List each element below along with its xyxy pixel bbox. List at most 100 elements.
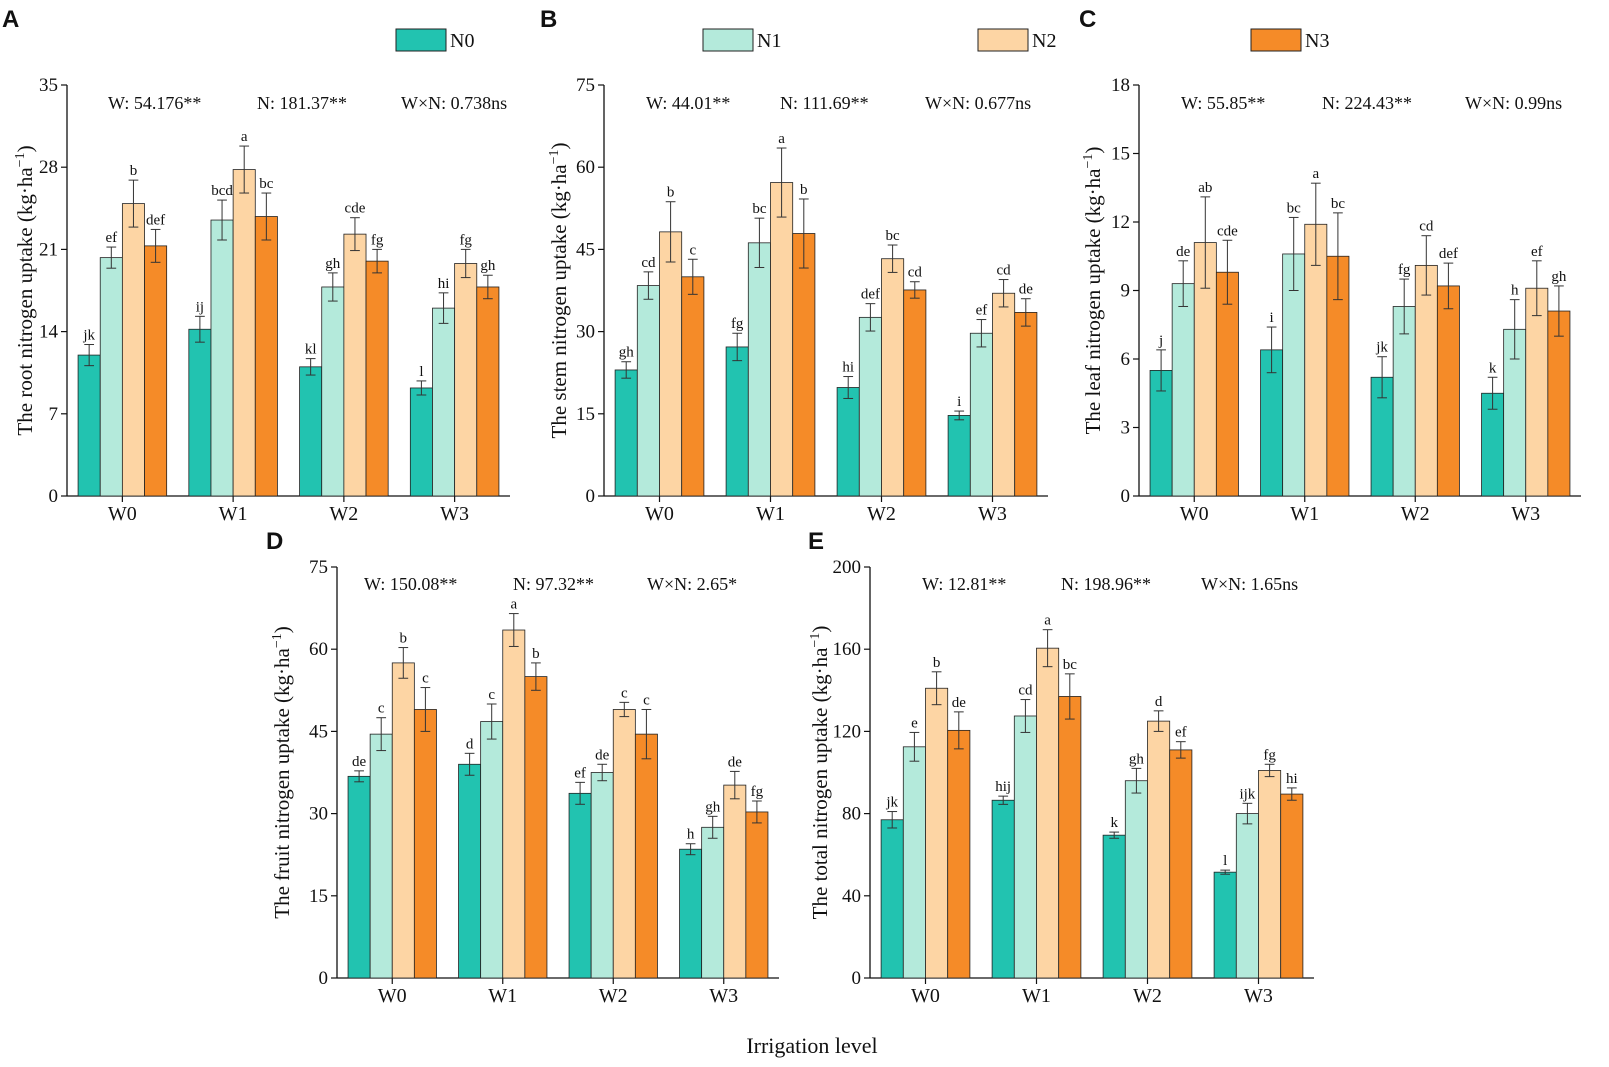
panel-d-stat-1: N: 97.32**: [513, 574, 594, 594]
panel-b-y-axis-label: The stem nitrogen uptake (kg·ha−1): [547, 143, 571, 439]
panel-c-y-tick-label: 6: [1121, 349, 1131, 370]
panel-a-y-tick-label: 0: [49, 486, 59, 507]
panel-a-bar-w0-n0: [77, 354, 101, 497]
panel-d-bar-w0-n3: [413, 709, 437, 979]
panel-b-sig-letter: c: [689, 242, 696, 258]
panel-d-sig-letter: c: [643, 692, 650, 708]
panel-e-bar-w3-n1: [1235, 813, 1259, 979]
panel-c-sig-letter: bc: [1331, 196, 1346, 212]
panel-e-sig-letter: e: [911, 715, 918, 731]
panel-d: D 0 15 30 45 60 75 The fruit nitrogen uptake (k…: [266, 528, 779, 1007]
panel-d-sig-letter: b: [532, 646, 540, 662]
panel-a-bar-w2-n2: [343, 233, 367, 497]
panel-b-stat-2: W×N: 0.677ns: [925, 93, 1031, 113]
panel-e-y-axis-label: The total nitrogen uptake (kg·ha−1): [808, 626, 832, 920]
panel-c-sig-letter: ef: [1531, 244, 1543, 260]
panel-b-bar-w3-n1: [969, 332, 993, 497]
panel-c-y-tick-label: 0: [1121, 486, 1131, 507]
panel-c-y-tick-label: 9: [1121, 281, 1131, 302]
panel-d-sig-letter: h: [687, 827, 695, 843]
panel-e-x-tick-label-w2: W2: [1133, 985, 1162, 1007]
panel-c-x-tick-label-w1: W1: [1290, 503, 1319, 525]
panel-e-y-tick-label: 200: [833, 557, 862, 578]
panel-c-bar-w2-n2: [1414, 264, 1438, 497]
panel-a-bar-w3-n2: [454, 263, 478, 497]
panel-a-stat-1: N: 181.37**: [257, 93, 347, 113]
panel-b-bar-w3-n0: [947, 415, 971, 497]
panel-a-sig-letter: gh: [480, 258, 496, 274]
panel-b-sig-letter: fg: [731, 316, 744, 332]
panel-e-y-axis-label-close: ): [808, 626, 832, 633]
panel-c-y-tick-label: 12: [1111, 212, 1130, 233]
panel-c-bar-w2-n3: [1436, 285, 1460, 497]
panel-b-y-tick-label: 0: [586, 486, 596, 507]
panel-b-letter: B: [540, 6, 557, 33]
panel-d-bar-w0-n1: [369, 733, 393, 979]
panel-c-sig-letter: i: [1270, 310, 1274, 326]
panels: A 0 7 14 21 28 35 The root nitrogen uptake (kg·…: [2, 6, 1581, 1007]
panel-b-bar-w2-n1: [858, 316, 882, 497]
panel-a-y-tick-label: 21: [39, 239, 58, 260]
panel-e-sig-letter: b: [933, 655, 941, 671]
panel-d-bar-w1-n3: [524, 676, 548, 979]
panel-b-x-tick-label-w0: W0: [645, 503, 674, 525]
panel-d-y-axis-label-sup: −1: [270, 633, 285, 648]
panel-b-sig-letter: a: [778, 131, 785, 147]
panel-e-stat-1: N: 198.96**: [1061, 574, 1151, 594]
panel-c-y-tick-label: 3: [1121, 418, 1131, 439]
panel-d-stat-2: W×N: 2.65*: [647, 574, 737, 594]
panel-d-y-tick-label: 0: [319, 968, 329, 989]
panel-e-bar-w1-n3: [1058, 696, 1082, 979]
panel-e-bar-w3-n0: [1213, 871, 1237, 979]
panel-d-bar-w3-n0: [679, 848, 703, 979]
panel-b-sig-letter: b: [800, 182, 808, 198]
panel-e-letter: E: [808, 528, 824, 555]
panel-d-y-axis-label-close: ): [270, 626, 294, 633]
panel-c-bar-w3-n2: [1525, 287, 1549, 497]
panel-c-y-axis-label-main: The leaf nitrogen uptake (kg·ha: [1081, 168, 1105, 435]
panel-c-y-tick-label: 15: [1111, 144, 1130, 165]
panel-b-sig-letter: gh: [619, 345, 635, 361]
legend-label-n0: N0: [450, 30, 474, 52]
legend-swatch-n0: [395, 28, 447, 52]
panel-d-x-tick-label-w2: W2: [599, 985, 628, 1007]
panel-c-sig-letter: fg: [1398, 262, 1411, 278]
panel-e-sig-letter: ijk: [1239, 786, 1255, 802]
panel-c-sig-letter: cde: [1217, 223, 1238, 239]
panel-e-sig-letter: cd: [1018, 683, 1033, 699]
panel-e-x-tick-label-w3: W3: [1244, 985, 1273, 1007]
panel-c-y-axis-label-close: ): [1081, 147, 1105, 154]
panel-b-bar-w0-n0: [614, 369, 638, 497]
panel-d-y-tick-label: 45: [309, 721, 328, 742]
panel-a-sig-letter: bcd: [211, 183, 233, 199]
panel-b-bar-w0-n2: [659, 231, 683, 497]
panel-d-sig-letter: a: [510, 597, 517, 613]
panel-a-sig-letter: kl: [305, 342, 317, 358]
panel-e-x-tick-label-w0: W0: [911, 985, 940, 1007]
panel-c-sig-letter: bc: [1287, 200, 1302, 216]
panel-d-x-tick-label-w3: W3: [709, 985, 738, 1007]
panel-b-y-tick-label: 15: [576, 404, 595, 425]
legend: N0 N1 N2 N3: [395, 28, 1329, 52]
panel-a-sig-letter: b: [130, 163, 138, 179]
panel-a-bar-w1-n0: [188, 328, 212, 497]
panel-a-stat-0: W: 54.176**: [108, 93, 201, 113]
panel-e-bar-w1-n0: [991, 799, 1015, 979]
panel-d-letter: D: [266, 528, 283, 555]
panel-e-y-axis-label-main: The total nitrogen uptake (kg·ha: [808, 647, 832, 919]
panel-e: E 0 40 80 120 160 200 The total nitrogen uptake…: [808, 528, 1314, 1007]
panel-a-bar-w2-n0: [299, 366, 323, 497]
panel-c-sig-letter: def: [1439, 246, 1458, 262]
panel-a-sig-letter: jk: [82, 328, 95, 344]
panel-c-x-tick-label-w2: W2: [1401, 503, 1430, 525]
panel-a-bar-w0-n1: [99, 257, 123, 497]
panel-c-sig-letter: j: [1158, 333, 1163, 349]
panel-c-stat-0: W: 55.85**: [1181, 93, 1265, 113]
panel-b-sig-letter: def: [861, 287, 880, 303]
panel-e-bar-w0-n1: [902, 746, 926, 979]
panel-d-bar-w2-n2: [612, 709, 636, 979]
panel-a-letter: A: [2, 6, 19, 33]
panel-b-stat-0: W: 44.01**: [646, 93, 730, 113]
panel-e-sig-letter: ef: [1175, 725, 1187, 741]
panel-d-sig-letter: fg: [751, 784, 764, 800]
